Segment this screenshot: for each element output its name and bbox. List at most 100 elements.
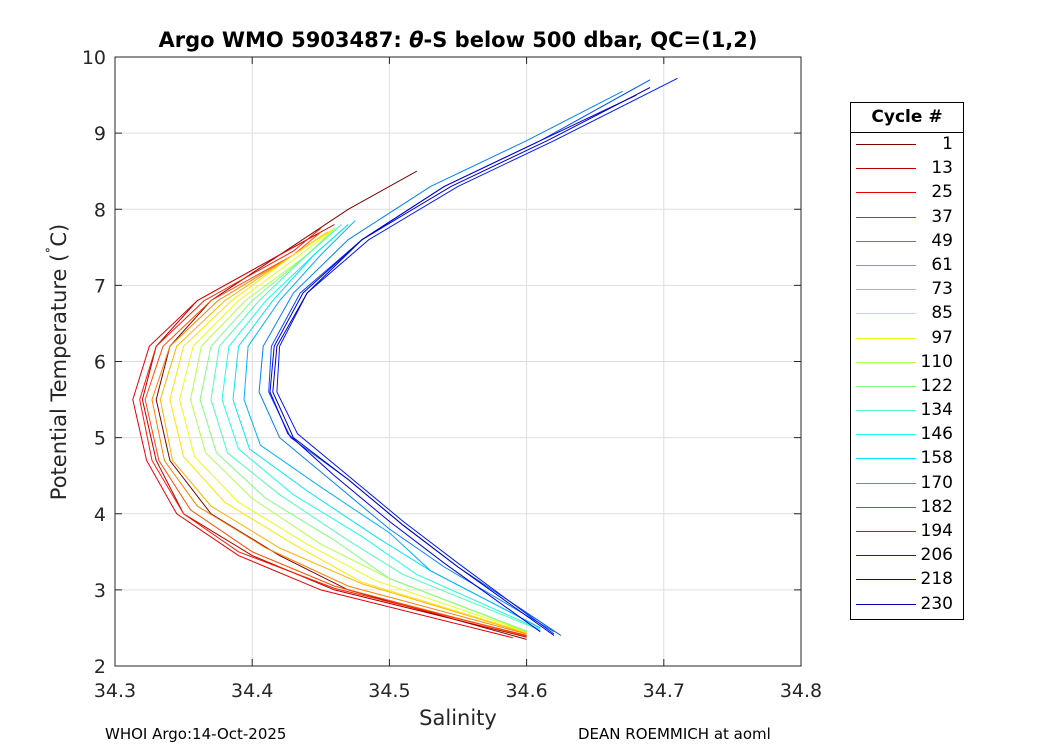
x-tick-label: 34.5 bbox=[368, 680, 410, 702]
legend-item: 158 bbox=[851, 447, 963, 471]
y-tick-label: 5 bbox=[94, 428, 106, 450]
legend-label: 49 bbox=[931, 230, 953, 251]
series-line-206 bbox=[276, 77, 678, 635]
legend-item: 206 bbox=[851, 544, 963, 568]
legend-item: 25 bbox=[851, 181, 963, 205]
legend-item: 122 bbox=[851, 375, 963, 399]
y-tick-label: 7 bbox=[94, 275, 106, 297]
x-tick-label: 34.8 bbox=[780, 680, 822, 702]
y-tick-label: 3 bbox=[94, 580, 106, 602]
series-line-37 bbox=[139, 227, 527, 636]
legend-line bbox=[856, 192, 916, 194]
legend-label: 218 bbox=[920, 569, 953, 590]
series-line-170 bbox=[243, 220, 541, 629]
legend-label: 1 bbox=[942, 134, 953, 154]
legend-label: 134 bbox=[920, 400, 953, 421]
legend-label: 146 bbox=[920, 424, 953, 445]
legend-label: 206 bbox=[920, 545, 953, 566]
legend-line bbox=[856, 216, 916, 218]
series-line-194 bbox=[268, 79, 651, 636]
legend-item: 182 bbox=[851, 496, 963, 520]
x-tick-label: 34.4 bbox=[231, 680, 273, 702]
legend-item: 1 bbox=[851, 133, 963, 157]
legend-line bbox=[856, 434, 916, 436]
title-part-1: Argo WMO 5903487: bbox=[158, 28, 409, 52]
legend-label: 61 bbox=[931, 254, 953, 275]
legend-line bbox=[856, 144, 916, 145]
series-line-49 bbox=[144, 231, 527, 637]
x-tick-labels: 34.3 34.4 34.5 34.6 34.7 34.8 bbox=[94, 680, 822, 702]
title-part-theta: θ bbox=[409, 28, 423, 52]
legend-line bbox=[856, 458, 916, 460]
y-tick-label: 4 bbox=[94, 504, 106, 526]
legend-items: 1 13 25 37 49 61 73 85 97 110 122 134 146 158 170 182 19… bbox=[851, 133, 963, 617]
legend-line bbox=[856, 337, 916, 339]
legend-item: 110 bbox=[851, 351, 963, 375]
legend-label: 194 bbox=[920, 521, 953, 541]
legend-item: 194 bbox=[851, 520, 963, 544]
legend-item: 37 bbox=[851, 206, 963, 230]
legend-label: 230 bbox=[920, 593, 953, 614]
legend-item: 218 bbox=[851, 568, 963, 592]
legend-line bbox=[856, 385, 916, 387]
legend-label: 170 bbox=[920, 472, 953, 493]
legend-item: 134 bbox=[851, 399, 963, 423]
series-group bbox=[132, 77, 678, 640]
legend-line bbox=[856, 506, 916, 508]
legend-item: 97 bbox=[851, 327, 963, 351]
legend-label: 25 bbox=[931, 182, 953, 203]
footer-left: WHOI Argo:14-Oct-2025 bbox=[105, 725, 287, 743]
legend-line bbox=[856, 361, 916, 363]
y-tick-label: 10 bbox=[82, 47, 106, 69]
y-tick-labels: 2 3 4 5 6 7 8 9 10 bbox=[82, 47, 106, 678]
legend-label: 122 bbox=[920, 375, 953, 396]
series-line-85 bbox=[169, 227, 527, 633]
series-line-122 bbox=[199, 224, 527, 632]
legend-line bbox=[856, 531, 916, 532]
series-line-61 bbox=[151, 231, 527, 635]
series-line-73 bbox=[159, 231, 527, 634]
x-tick-label: 34.7 bbox=[643, 680, 685, 702]
tick-marks bbox=[114, 56, 802, 667]
legend-item: 230 bbox=[851, 593, 963, 617]
legend-item: 61 bbox=[851, 254, 963, 278]
legend-line bbox=[856, 168, 916, 170]
y-tick-label: 2 bbox=[94, 656, 106, 678]
legend-line bbox=[856, 410, 916, 412]
series-line-182 bbox=[258, 90, 623, 633]
legend-label: 110 bbox=[920, 351, 953, 372]
series-line-25 bbox=[132, 231, 514, 639]
footer-right: DEAN ROEMMICH at aoml bbox=[578, 725, 771, 743]
series-line-134 bbox=[210, 224, 541, 631]
legend-item: 170 bbox=[851, 472, 963, 496]
series-line-218 bbox=[269, 94, 637, 633]
legend-line bbox=[856, 482, 916, 484]
legend-line bbox=[856, 240, 916, 242]
x-axis-label: Salinity bbox=[419, 706, 497, 730]
series-line-146 bbox=[221, 224, 541, 630]
legend: Cycle # 1 13 25 37 49 61 73 85 97 110 122 134 146 158… bbox=[850, 102, 964, 620]
legend-label: 97 bbox=[931, 327, 953, 348]
legend-line bbox=[856, 289, 916, 291]
y-tick-label: 6 bbox=[94, 352, 106, 374]
series-line-97 bbox=[178, 227, 527, 633]
y-label-degree: ˚ bbox=[45, 247, 62, 254]
series-line-110 bbox=[189, 227, 527, 633]
legend-line bbox=[856, 555, 916, 557]
legend-label: 158 bbox=[920, 448, 953, 469]
legend-line bbox=[856, 264, 916, 266]
series-line-230 bbox=[272, 87, 651, 636]
legend-line bbox=[856, 603, 916, 605]
x-tick-label: 34.3 bbox=[94, 680, 136, 702]
y-label-part-2: C) bbox=[47, 224, 71, 247]
title-part-2: -S below 500 dbar, QC=(1,2) bbox=[424, 28, 758, 52]
series-line-158 bbox=[232, 224, 541, 629]
y-tick-label: 8 bbox=[94, 199, 106, 221]
legend-item: 73 bbox=[851, 278, 963, 302]
legend-label: 85 bbox=[931, 303, 953, 324]
legend-label: 37 bbox=[931, 206, 953, 227]
legend-label: 182 bbox=[920, 496, 953, 517]
legend-item: 49 bbox=[851, 230, 963, 254]
y-label-part-1: Potential Temperature ( bbox=[47, 254, 71, 501]
